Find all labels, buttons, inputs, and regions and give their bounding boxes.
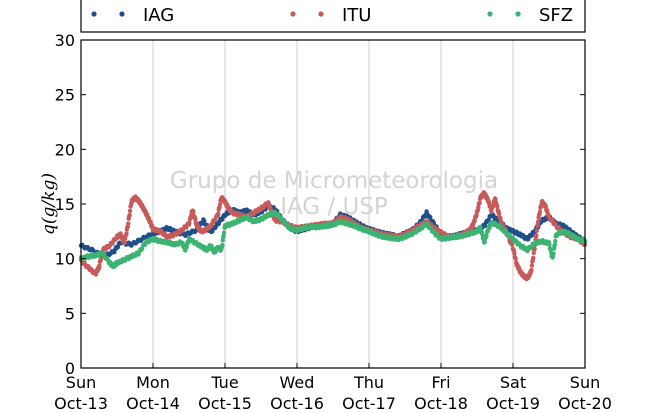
data-point xyxy=(126,221,131,226)
data-point xyxy=(472,218,477,223)
x-tick-date: Oct-13 xyxy=(54,394,108,409)
data-point xyxy=(122,240,127,245)
data-point xyxy=(221,230,227,235)
y-tick-label: 20 xyxy=(55,140,75,159)
legend-marker xyxy=(91,11,97,17)
legend-item-itu: ITU xyxy=(290,5,371,26)
series-sfz xyxy=(78,209,588,270)
data-point xyxy=(476,204,481,210)
data-point xyxy=(512,251,517,256)
legend-label: ITU xyxy=(342,5,371,26)
data-point xyxy=(547,242,552,247)
x-tick-day: Sun xyxy=(66,373,96,392)
data-point xyxy=(529,263,535,268)
data-point xyxy=(495,204,500,209)
legend-item-sfz: SFZ xyxy=(487,5,573,26)
data-point xyxy=(220,242,225,248)
y-tick-label: 15 xyxy=(55,195,75,214)
data-point xyxy=(513,256,518,261)
data-point xyxy=(125,224,130,230)
data-point xyxy=(509,242,515,248)
y-tick-label: 10 xyxy=(55,250,75,269)
data-point xyxy=(217,202,223,207)
data-point xyxy=(482,239,487,245)
x-tick-day: Mon xyxy=(136,373,170,392)
legend-marker xyxy=(487,11,493,17)
x-tick-day: Sun xyxy=(570,373,600,392)
data-point xyxy=(122,236,128,242)
data-point xyxy=(543,204,549,210)
watermark: Grupo de Micrometeorologia IAG / USP xyxy=(170,168,498,220)
data-point xyxy=(124,231,129,236)
data-point xyxy=(187,220,192,225)
y-tick-label: 0 xyxy=(65,359,75,378)
legend-item-iag: IAG xyxy=(91,5,174,26)
data-point xyxy=(127,212,132,218)
data-point xyxy=(496,211,502,217)
data-point xyxy=(484,233,489,238)
x-tick-date: Oct-15 xyxy=(198,394,252,409)
data-point xyxy=(489,209,494,214)
data-point xyxy=(534,233,539,238)
x-tick-date: Oct-16 xyxy=(270,394,324,409)
data-point xyxy=(532,246,537,251)
x-axis: Sun Oct-13 Mon Oct-14 Tue Oct-15 Wed Oct-16 Thu O… xyxy=(54,363,612,413)
data-point xyxy=(491,202,496,208)
y-tick-label: 25 xyxy=(55,86,75,105)
data-point xyxy=(474,212,479,218)
data-point xyxy=(193,217,198,222)
data-point xyxy=(537,209,543,215)
data-point xyxy=(536,219,541,224)
data-point xyxy=(97,263,102,269)
legend-box xyxy=(80,0,586,33)
data-point xyxy=(140,246,145,251)
data-point xyxy=(477,200,482,205)
y-tick-label: 30 xyxy=(55,31,75,50)
legend-marker xyxy=(290,11,296,17)
y-tick-label: 5 xyxy=(65,304,75,323)
y-axis-label: q(g/kg) xyxy=(39,173,59,235)
x-tick-day: Sat xyxy=(500,373,526,392)
x-tick-date: Oct-17 xyxy=(342,394,396,409)
data-point xyxy=(493,196,498,202)
data-point xyxy=(531,255,536,261)
x-tick-date: Oct-20 xyxy=(558,394,612,409)
data-point xyxy=(202,218,207,224)
y-axis: 0 5 10 15 20 25 30 xyxy=(55,31,585,378)
data-point xyxy=(127,208,133,214)
x-tick-day: Tue xyxy=(210,373,238,392)
x-tick-day: Fri xyxy=(431,373,450,392)
data-point xyxy=(191,209,196,215)
x-tick-date: Oct-14 xyxy=(126,394,180,409)
data-point xyxy=(552,242,558,248)
data-point xyxy=(529,267,534,273)
data-point xyxy=(478,224,483,230)
x-tick-day: Wed xyxy=(280,373,315,392)
watermark-line-1: Grupo de Micrometeorologia xyxy=(170,168,498,194)
legend-label: SFZ xyxy=(539,5,573,26)
legend-marker xyxy=(119,11,125,17)
legend: IAG ITU SFZ xyxy=(80,0,586,33)
x-tick-day: Thu xyxy=(353,373,384,392)
legend-label: IAG xyxy=(143,5,174,26)
data-point xyxy=(220,238,225,243)
data-point xyxy=(551,251,556,256)
data-series xyxy=(78,190,588,282)
x-tick-date: Oct-18 xyxy=(414,394,468,409)
legend-marker xyxy=(318,11,324,17)
data-point xyxy=(480,232,485,237)
x-tick-date: Oct-19 xyxy=(486,394,540,409)
data-point xyxy=(216,211,221,216)
grid-lines xyxy=(152,40,514,368)
data-point xyxy=(534,228,540,233)
data-point xyxy=(98,257,104,263)
data-point xyxy=(553,238,558,244)
watermark-line-2: IAG / USP xyxy=(280,194,388,220)
legend-marker xyxy=(515,11,521,17)
